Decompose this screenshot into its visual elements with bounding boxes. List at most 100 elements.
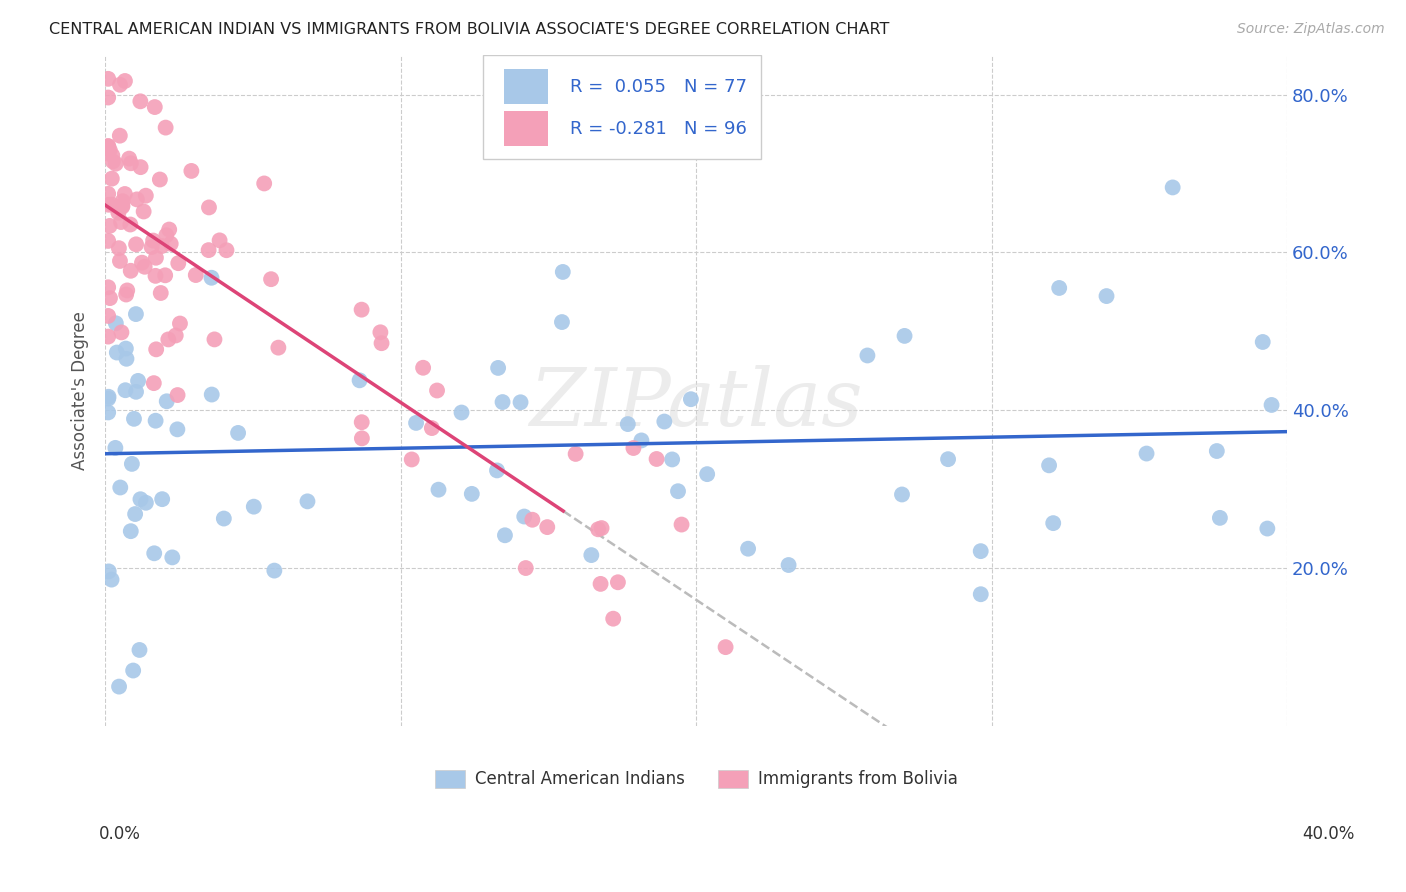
- Point: [124, 507, 146, 521]
- Point: [135, 496, 157, 510]
- Point: [970, 544, 993, 558]
- Point: [120, 156, 142, 170]
- Point: [260, 272, 283, 286]
- Point: [97, 186, 120, 201]
- Point: [349, 373, 371, 387]
- Point: [115, 287, 138, 301]
- Point: [101, 154, 124, 169]
- Y-axis label: Associate's Degree: Associate's Degree: [72, 311, 89, 470]
- Point: [350, 302, 373, 317]
- Text: N = 96: N = 96: [685, 120, 747, 138]
- Point: [591, 521, 613, 535]
- Legend: Central American Indians, Immigrants from Bolivia: Central American Indians, Immigrants fro…: [427, 763, 965, 795]
- Point: [1209, 511, 1232, 525]
- Point: [129, 492, 152, 507]
- Point: [267, 341, 290, 355]
- Point: [149, 285, 172, 300]
- Point: [602, 612, 624, 626]
- Point: [1205, 444, 1227, 458]
- Point: [115, 351, 138, 366]
- Point: [522, 513, 544, 527]
- Point: [97, 71, 120, 86]
- Point: [108, 680, 131, 694]
- Point: [120, 524, 142, 538]
- Point: [108, 241, 131, 255]
- Point: [564, 447, 586, 461]
- Text: R =  0.055: R = 0.055: [569, 78, 665, 95]
- Point: [491, 395, 513, 409]
- Point: [169, 317, 191, 331]
- Point: [97, 329, 120, 343]
- Point: [111, 200, 134, 214]
- Point: [120, 264, 142, 278]
- Point: [370, 336, 392, 351]
- Point: [125, 237, 148, 252]
- Point: [1161, 180, 1184, 194]
- Point: [201, 387, 224, 401]
- Point: [494, 528, 516, 542]
- FancyBboxPatch shape: [484, 55, 761, 159]
- Point: [936, 452, 959, 467]
- Point: [661, 452, 683, 467]
- Point: [204, 332, 226, 346]
- Point: [606, 575, 628, 590]
- Point: [714, 640, 737, 654]
- Point: [111, 199, 134, 213]
- Point: [515, 561, 537, 575]
- Point: [461, 487, 484, 501]
- Point: [114, 74, 136, 88]
- Point: [412, 360, 434, 375]
- Point: [145, 414, 167, 428]
- Point: [97, 280, 120, 294]
- Point: [485, 463, 508, 477]
- Point: [132, 204, 155, 219]
- Point: [135, 188, 157, 202]
- Point: [737, 541, 759, 556]
- Point: [98, 143, 121, 157]
- Point: [97, 309, 120, 323]
- Point: [97, 139, 120, 153]
- Point: [536, 520, 558, 534]
- Text: 40.0%: 40.0%: [1302, 825, 1355, 843]
- Point: [100, 573, 122, 587]
- Point: [149, 172, 172, 186]
- Point: [150, 239, 173, 253]
- Point: [450, 405, 472, 419]
- Point: [350, 415, 373, 429]
- Point: [370, 326, 392, 340]
- Text: N = 77: N = 77: [685, 78, 748, 95]
- Point: [263, 564, 285, 578]
- Point: [114, 383, 136, 397]
- Text: 0.0%: 0.0%: [98, 825, 141, 843]
- Point: [208, 233, 231, 247]
- Point: [551, 315, 574, 329]
- Point: [110, 326, 132, 340]
- Point: [586, 522, 609, 536]
- Point: [401, 452, 423, 467]
- Point: [226, 425, 249, 440]
- Point: [623, 441, 645, 455]
- Point: [110, 215, 132, 229]
- Point: [145, 268, 167, 283]
- Point: [104, 157, 127, 171]
- Point: [157, 222, 180, 236]
- Point: [427, 483, 450, 497]
- Point: [108, 78, 131, 92]
- Point: [141, 240, 163, 254]
- Point: [551, 265, 574, 279]
- Point: [513, 509, 536, 524]
- Point: [108, 254, 131, 268]
- Point: [970, 587, 993, 601]
- Point: [645, 452, 668, 467]
- Point: [101, 197, 124, 211]
- Point: [128, 643, 150, 657]
- Point: [125, 307, 148, 321]
- Point: [157, 333, 180, 347]
- Point: [1047, 281, 1070, 295]
- Point: [98, 219, 121, 233]
- Point: [581, 548, 603, 562]
- Point: [150, 492, 173, 507]
- Point: [97, 139, 120, 153]
- Point: [125, 193, 148, 207]
- Point: [162, 550, 184, 565]
